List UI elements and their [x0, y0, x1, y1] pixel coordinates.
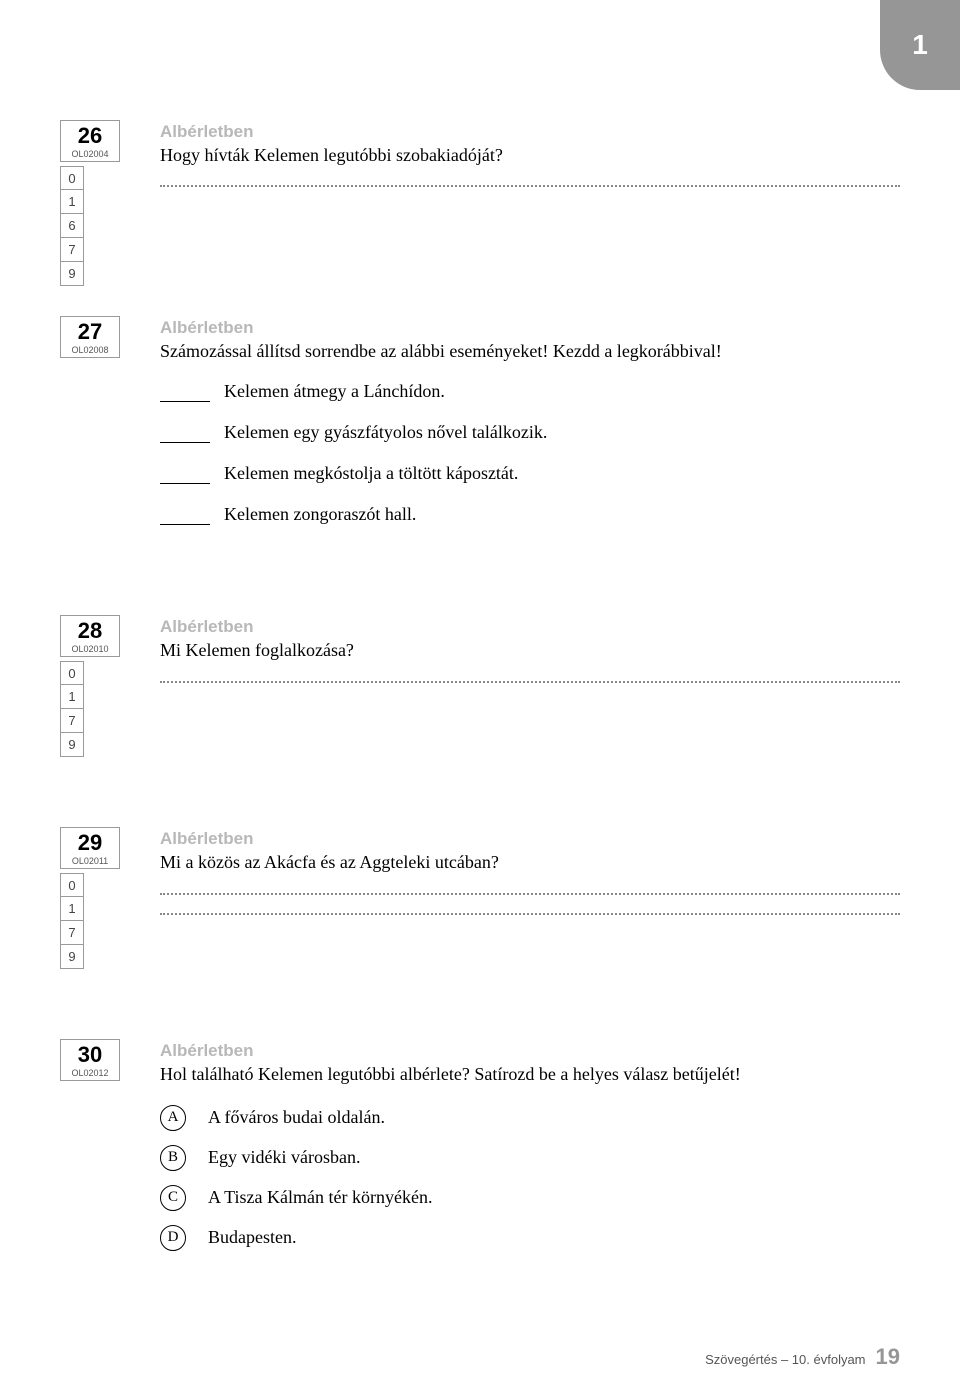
ordering-blank[interactable] [160, 507, 210, 525]
question-code: OL02011 [61, 856, 119, 866]
page-footer: Szövegértés – 10. évfolyam 19 [705, 1344, 900, 1370]
question-block: 30 OL02012 Albérletben Hol található Kel… [60, 1039, 900, 1264]
question-text: Mi Kelemen foglalkozása? [160, 639, 900, 662]
question-body: Albérletben Számozással állítsd sorrendb… [130, 316, 900, 545]
question-meta: 30 OL02012 [60, 1039, 130, 1085]
question-text: Számozással állítsd sorrendbe az alábbi … [160, 340, 900, 363]
score-box[interactable]: 0 [60, 661, 84, 685]
section-label: Albérletben [160, 1041, 900, 1061]
ordering-text: Kelemen egy gyászfátyolos nővel találkoz… [224, 422, 547, 443]
question-text: Hol található Kelemen legutóbbi albérlet… [160, 1063, 900, 1086]
mc-option-text: A főváros budai oldalán. [208, 1107, 385, 1128]
question-block: 29 OL02011 0 1 7 9 Albérletben Mi a közö… [60, 827, 900, 969]
question-number: 26 [61, 125, 119, 147]
question-number-box: 27 OL02008 [60, 316, 120, 358]
question-code: OL02008 [61, 345, 119, 355]
score-box[interactable]: 7 [60, 709, 84, 733]
answer-line[interactable] [160, 893, 900, 895]
question-meta: 28 OL02010 0 1 7 9 [60, 615, 130, 757]
answer-line[interactable] [160, 681, 900, 683]
question-body: Albérletben Mi Kelemen foglalkozása? [130, 615, 900, 700]
question-body: Albérletben Mi a közös az Akácfa és az A… [130, 827, 900, 932]
score-box[interactable]: 6 [60, 214, 84, 238]
question-block: 26 OL02004 0 1 6 7 9 Albérletben Hogy hí… [60, 120, 900, 286]
mc-letter-circle[interactable]: C [160, 1185, 186, 1211]
section-label: Albérletben [160, 122, 900, 142]
score-box[interactable]: 1 [60, 190, 84, 214]
question-meta: 29 OL02011 0 1 7 9 [60, 827, 130, 969]
score-box[interactable]: 7 [60, 238, 84, 262]
ordering-blank[interactable] [160, 384, 210, 402]
mc-letter-circle[interactable]: A [160, 1105, 186, 1131]
ordering-item: Kelemen átmegy a Lánchídon. [160, 381, 900, 402]
answer-line[interactable] [160, 185, 900, 187]
ordering-list: Kelemen átmegy a Lánchídon. Kelemen egy … [160, 381, 900, 525]
question-block: 28 OL02010 0 1 7 9 Albérletben Mi Keleme… [60, 615, 900, 757]
ordering-blank[interactable] [160, 466, 210, 484]
question-body: Albérletben Hogy hívták Kelemen legutóbb… [130, 120, 900, 205]
score-box[interactable]: 0 [60, 873, 84, 897]
mc-option[interactable]: D Budapesten. [160, 1225, 900, 1251]
question-meta: 27 OL02008 [60, 316, 130, 362]
mc-option-text: Budapesten. [208, 1227, 296, 1248]
question-number: 30 [61, 1044, 119, 1066]
question-number: 28 [61, 620, 119, 642]
section-label: Albérletben [160, 829, 900, 849]
score-box[interactable]: 7 [60, 921, 84, 945]
answer-line[interactable] [160, 913, 900, 915]
ordering-text: Kelemen átmegy a Lánchídon. [224, 381, 445, 402]
chapter-number: 1 [912, 29, 928, 61]
question-body: Albérletben Hol található Kelemen legutó… [130, 1039, 900, 1264]
mc-letter-circle[interactable]: D [160, 1225, 186, 1251]
mc-option-text: Egy vidéki városban. [208, 1147, 360, 1168]
question-number-box: 29 OL02011 [60, 827, 120, 869]
ordering-text: Kelemen zongoraszót hall. [224, 504, 416, 525]
score-box[interactable]: 1 [60, 685, 84, 709]
score-boxes: 0 1 7 9 [60, 873, 84, 969]
question-number-box: 30 OL02012 [60, 1039, 120, 1081]
question-code: OL02004 [61, 149, 119, 159]
question-number: 29 [61, 832, 119, 854]
mc-option[interactable]: B Egy vidéki városban. [160, 1145, 900, 1171]
ordering-item: Kelemen megkóstolja a töltött káposztát. [160, 463, 900, 484]
question-text: Mi a közös az Akácfa és az Aggteleki utc… [160, 851, 900, 874]
footer-text: Szövegértés – 10. évfolyam [705, 1352, 865, 1367]
mc-option[interactable]: C A Tisza Kálmán tér környékén. [160, 1185, 900, 1211]
score-box[interactable]: 0 [60, 166, 84, 190]
ordering-item: Kelemen zongoraszót hall. [160, 504, 900, 525]
score-boxes: 0 1 7 9 [60, 661, 84, 757]
section-label: Albérletben [160, 617, 900, 637]
question-meta: 26 OL02004 0 1 6 7 9 [60, 120, 130, 286]
score-box[interactable]: 9 [60, 262, 84, 286]
question-number-box: 28 OL02010 [60, 615, 120, 657]
question-text: Hogy hívták Kelemen legutóbbi szobakiadó… [160, 144, 900, 167]
ordering-blank[interactable] [160, 425, 210, 443]
page-content: 26 OL02004 0 1 6 7 9 Albérletben Hogy hí… [0, 0, 960, 1265]
chapter-tab: 1 [880, 0, 960, 90]
ordering-item: Kelemen egy gyászfátyolos nővel találkoz… [160, 422, 900, 443]
ordering-text: Kelemen megkóstolja a töltött káposztát. [224, 463, 518, 484]
mc-option[interactable]: A A főváros budai oldalán. [160, 1105, 900, 1131]
question-code: OL02012 [61, 1068, 119, 1078]
question-number-box: 26 OL02004 [60, 120, 120, 162]
question-block: 27 OL02008 Albérletben Számozással állít… [60, 316, 900, 545]
score-boxes: 0 1 6 7 9 [60, 166, 84, 286]
mc-options: A A főváros budai oldalán. B Egy vidéki … [160, 1105, 900, 1251]
mc-option-text: A Tisza Kálmán tér környékén. [208, 1187, 432, 1208]
page-number: 19 [876, 1344, 900, 1370]
section-label: Albérletben [160, 318, 900, 338]
score-box[interactable]: 9 [60, 945, 84, 969]
mc-letter-circle[interactable]: B [160, 1145, 186, 1171]
question-number: 27 [61, 321, 119, 343]
score-box[interactable]: 1 [60, 897, 84, 921]
score-box[interactable]: 9 [60, 733, 84, 757]
question-code: OL02010 [61, 644, 119, 654]
